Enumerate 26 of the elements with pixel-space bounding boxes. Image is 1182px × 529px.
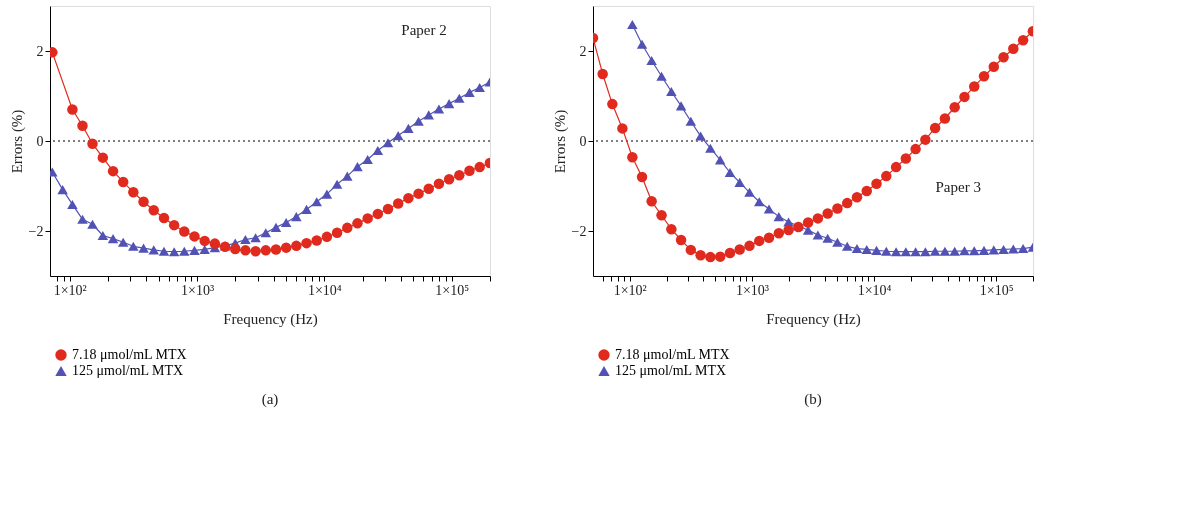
legend-label: 7.18 μmol/mL MTX [615,347,730,362]
x-tick-label: 1×10³ [735,282,769,298]
x-tick-label: 1×10³ [180,282,215,298]
y-axis-title: Errors (%) [551,109,569,174]
annotation: Paper 2 [401,22,447,39]
annotation: Paper 3 [935,178,981,195]
x-axis-title: Frequency (Hz) [223,310,318,328]
y-tick-label: 2 [579,43,587,59]
y-tick-label: 0 [36,133,44,149]
legend-label: 125 μmol/mL MTX [72,363,184,378]
text: (b) [804,391,822,408]
y-axis-title: Errors (%) [8,109,26,174]
y-tick-label: 0 [579,133,587,149]
x-tick-label: 1×10⁵ [979,282,1014,298]
x-tick-label: 1×10² [613,282,647,298]
text: (a) [261,391,279,408]
y-tick-label: −2 [571,223,587,239]
x-tick-label: 1×10⁴ [307,282,342,298]
legend-label: 125 μmol/mL MTX [615,363,727,378]
x-tick-label: 1×10² [53,282,87,298]
x-axis-title: Frequency (Hz) [766,310,861,328]
x-tick-label: 1×10⁵ [435,282,470,298]
y-tick-label: 2 [36,43,44,59]
legend-label: 7.18 μmol/mL MTX [72,347,187,362]
x-tick-label: 1×10⁴ [857,282,892,298]
y-tick-label: −2 [28,223,44,239]
